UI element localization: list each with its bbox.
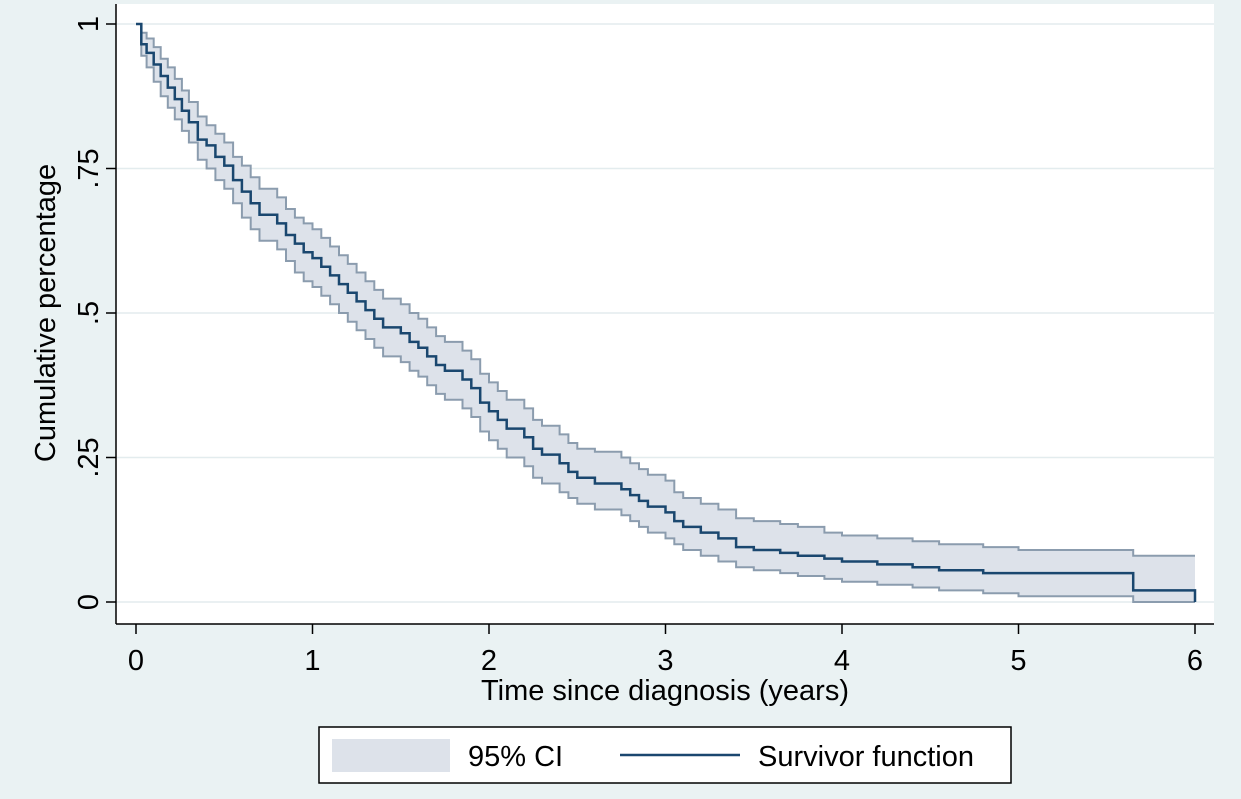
y-axis-ticks: 0 .25 .5 .75 1 [73, 16, 116, 610]
legend: 95% CI Survivor function [318, 726, 1012, 784]
legend-label-ci: 95% CI [468, 741, 563, 773]
x-tick-label-0: 0 [128, 645, 144, 677]
y-tick-label-1: .25 [73, 437, 105, 477]
gridlines [116, 23, 1214, 603]
x-tick-label-3: 3 [657, 645, 673, 677]
legend-swatch-ci [332, 739, 450, 772]
y-tick-label-2: .5 [73, 301, 105, 325]
y-tick-label-4: 1 [73, 16, 105, 32]
x-tick-label-4: 4 [834, 645, 850, 677]
y-tick-label-0: 0 [73, 594, 105, 610]
ci-lower-edge [136, 23, 1195, 603]
survivor-function-line [136, 22, 1197, 602]
y-tick-label-3: .75 [73, 148, 105, 188]
x-tick-label-6: 6 [1187, 645, 1203, 677]
x-tick-label-5: 5 [1010, 645, 1026, 677]
legend-label-survivor: Survivor function [758, 741, 974, 773]
y-axis-title: Cumulative percentage [30, 164, 62, 462]
x-tick-label-1: 1 [304, 645, 320, 677]
x-tick-label-2: 2 [481, 645, 497, 677]
x-axis-title: Time since diagnosis (years) [481, 675, 849, 707]
x-axis-ticks: 0 1 2 3 4 5 6 [128, 624, 1203, 677]
ci-upper-edge [136, 23, 1195, 557]
